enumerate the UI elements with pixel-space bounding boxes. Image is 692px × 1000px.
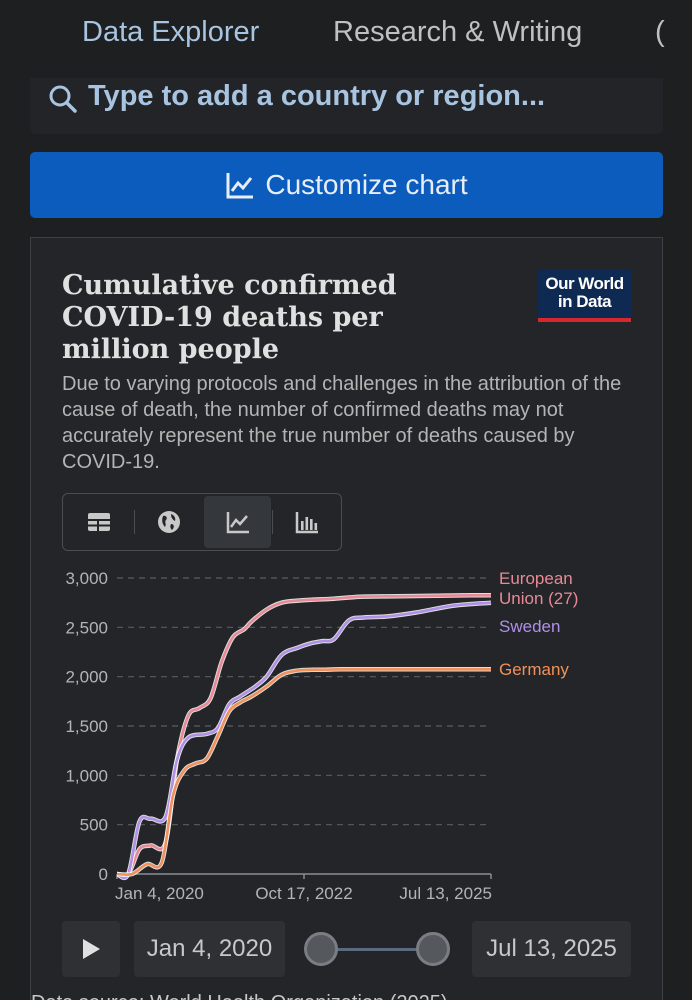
series-label: Sweden	[499, 617, 560, 636]
owid-logo[interactable]: Our World in Data	[538, 270, 631, 322]
logo-line-1: Our World	[545, 274, 624, 293]
x-tick-label: Jul 13, 2025	[399, 884, 492, 903]
y-tick-label: 2,000	[65, 668, 108, 687]
chart-card: Cumulative confirmed COVID-19 deaths per…	[30, 237, 663, 1000]
series-outline	[116, 593, 492, 879]
timeline-controls: Jan 4, 2020 Jul 13, 2025	[31, 918, 664, 978]
customize-chart-label: Customize chart	[265, 169, 468, 200]
slider-end-handle[interactable]	[416, 932, 450, 966]
chart-subtitle: Due to varying protocols and challenges …	[62, 373, 622, 473]
nav-tab-partial[interactable]: (	[655, 16, 665, 48]
y-tick-label: 1,000	[65, 766, 108, 785]
series-line-sweden	[116, 601, 492, 880]
search-box[interactable]: Type to add a country or region...	[30, 78, 663, 134]
y-tick-label: 0	[99, 865, 108, 884]
nav-tab-research-writing[interactable]: Research & Writing	[333, 16, 583, 48]
tab-bar-chart[interactable]	[273, 496, 340, 548]
line-chart-icon	[226, 173, 254, 199]
globe-icon	[157, 511, 180, 533]
y-tick-label: 500	[80, 816, 108, 835]
top-nav: Data Explorer Research & Writing (	[0, 0, 692, 78]
nav-tab-data-explorer[interactable]: Data Explorer	[82, 16, 260, 48]
line-chart: 0 500 1,000 1,500 2,000 2,500 3,000 Jan 4, 2020…	[65, 569, 578, 903]
line-chart-icon	[226, 512, 249, 534]
play-button[interactable]	[62, 921, 120, 977]
series-label: European	[499, 569, 573, 588]
end-date[interactable]: Jul 13, 2025	[472, 921, 631, 977]
series-label: Union (27)	[499, 589, 578, 608]
logo-line-2: in Data	[557, 292, 612, 311]
data-source-note: Data source: World Health Organization (…	[31, 992, 448, 1000]
tab-separator	[134, 510, 135, 534]
bar-chart-icon	[295, 512, 318, 534]
slider-start-handle[interactable]	[304, 932, 338, 966]
chart-title: Cumulative confirmed COVID-19 deaths per…	[62, 270, 397, 365]
start-date[interactable]: Jan 4, 2020	[134, 921, 285, 977]
series-line-eu	[116, 593, 492, 878]
series-line-germany	[116, 667, 491, 877]
tab-map[interactable]	[135, 496, 202, 548]
search-icon	[49, 85, 77, 113]
x-tick-label: Oct 17, 2022	[255, 884, 352, 903]
y-tick-label: 2,500	[65, 618, 108, 637]
slider-track[interactable]	[321, 948, 433, 951]
y-tick-label: 1,500	[65, 717, 108, 736]
table-icon	[87, 513, 110, 531]
tab-line-chart[interactable]	[204, 496, 271, 548]
tab-table[interactable]	[65, 496, 132, 548]
series-label: Germany	[499, 660, 569, 679]
series-outline	[116, 600, 492, 881]
play-icon	[83, 939, 100, 959]
y-tick-label: 3,000	[65, 569, 108, 588]
search-placeholder: Type to add a country or region...	[88, 80, 546, 112]
logo-bar	[538, 318, 631, 322]
x-tick-label: Jan 4, 2020	[115, 884, 204, 903]
tab-separator	[272, 510, 273, 534]
view-tabs	[62, 493, 342, 551]
timeline-slider[interactable]	[303, 918, 459, 978]
customize-chart-button[interactable]: Customize chart	[30, 152, 663, 218]
